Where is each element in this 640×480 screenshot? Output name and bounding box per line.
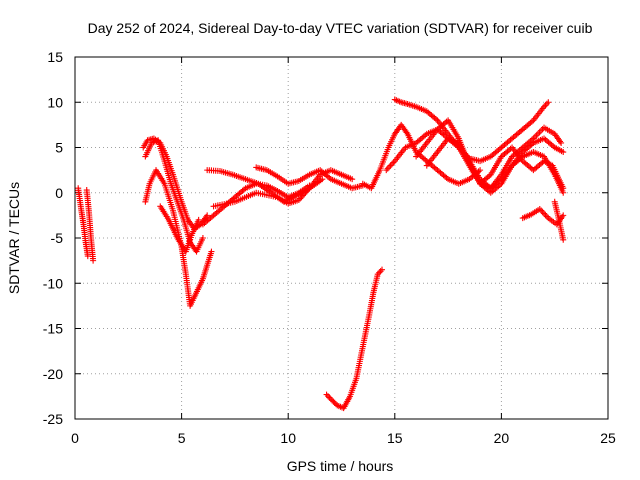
chart-title: Day 252 of 2024, Sidereal Day-to-day VTE…	[88, 20, 593, 36]
series-arc10	[210, 167, 356, 210]
y-axis-label: SDTVAR / TECUs	[6, 182, 22, 294]
data-point	[560, 149, 567, 156]
series-arc14	[383, 124, 565, 192]
data-point-interp	[324, 393, 331, 400]
plot-frame	[74, 56, 609, 420]
data-point-interp	[543, 213, 550, 220]
data-point	[319, 176, 326, 183]
data-point	[560, 185, 567, 192]
data-point-interp	[543, 100, 550, 107]
x-tick-label: 5	[178, 430, 186, 446]
x-axis-label: GPS time / hours	[287, 458, 394, 474]
data-point-interp	[386, 164, 393, 171]
data-point-interp	[377, 268, 384, 275]
y-tick-label: -15	[43, 321, 63, 337]
data-point-interp	[542, 212, 549, 219]
y-tick-label: -5	[51, 230, 64, 246]
data-point	[560, 212, 567, 219]
x-tick-label: 20	[494, 430, 510, 446]
series-arc12	[359, 121, 484, 192]
x-axis: 0 5 10 15 20 25	[71, 57, 616, 446]
y-tick-label: -25	[43, 411, 63, 427]
data-point	[90, 257, 97, 264]
series-arc6	[157, 203, 202, 255]
x-tick-label: 0	[71, 430, 79, 446]
data-point	[199, 235, 206, 241]
grid-layer	[75, 57, 608, 419]
data-point	[195, 216, 202, 223]
data-point	[379, 266, 386, 273]
y-axis: -25 -20 -15 -10 -5 0 5 10 15	[43, 49, 608, 427]
series-arc4	[142, 137, 206, 255]
data-point	[208, 248, 215, 255]
data-point-interp	[384, 165, 391, 172]
data-point	[323, 391, 330, 398]
x-tick-label: 10	[280, 430, 296, 446]
data-point	[558, 139, 565, 146]
y-tick-label: -10	[43, 275, 63, 291]
data-point	[560, 236, 567, 243]
data-point-interp	[542, 102, 549, 109]
series-arc5	[142, 167, 215, 309]
x-tick-label: 25	[600, 430, 616, 446]
series-arc2	[83, 187, 97, 264]
series-arc1	[75, 185, 91, 260]
series-arc17	[477, 144, 567, 192]
data-point	[383, 167, 390, 174]
y-tick-label: 10	[47, 94, 63, 110]
x-tick-label: 15	[387, 430, 403, 446]
data-point-interp	[388, 161, 395, 168]
data-point-interp	[390, 159, 397, 166]
data-point-interp	[541, 210, 548, 217]
data-point	[477, 167, 484, 174]
data-point	[545, 99, 552, 106]
data-point	[204, 212, 211, 219]
data-layer	[75, 96, 567, 412]
series-arc11	[323, 266, 386, 412]
data-point-interp	[326, 394, 333, 401]
data-point-interp	[538, 207, 545, 214]
series-arc19	[551, 198, 567, 243]
series-arc9	[253, 164, 366, 192]
y-tick-label: 0	[55, 185, 63, 201]
y-tick-label: -20	[43, 366, 63, 382]
y-tick-label: 15	[47, 49, 63, 65]
y-tick-label: 5	[55, 140, 63, 156]
data-point-interp	[387, 162, 394, 169]
data-point	[349, 176, 356, 183]
